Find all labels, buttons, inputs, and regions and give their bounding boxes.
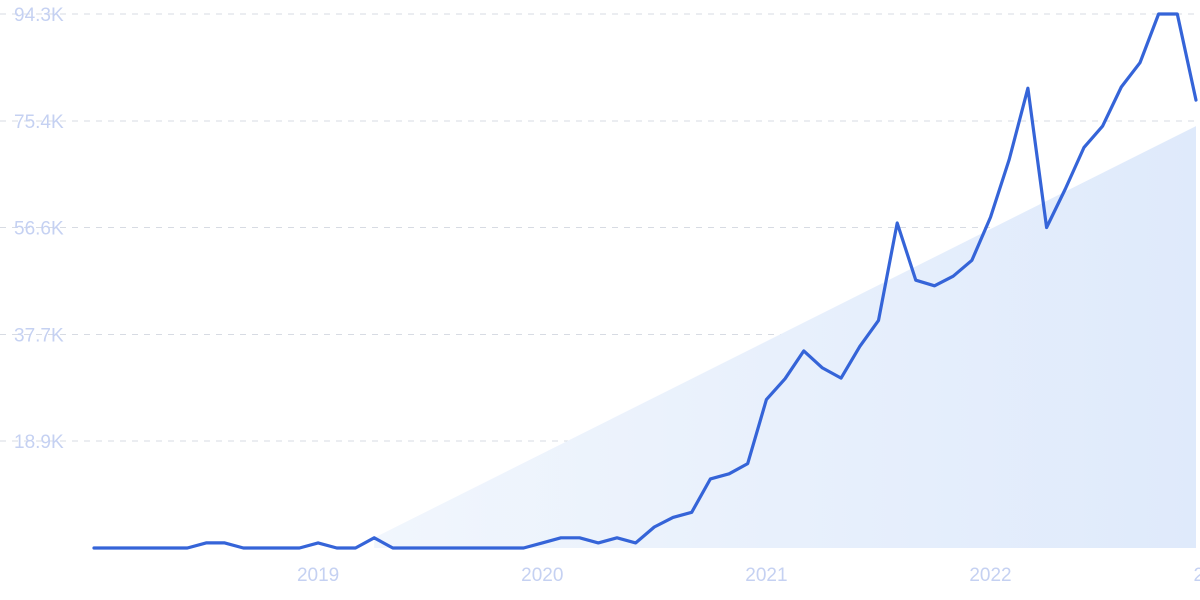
x-tick-label: 2022: [969, 565, 1011, 586]
data-point: [111, 546, 115, 550]
data-point: [428, 546, 432, 550]
y-tick-label: 37.7K: [14, 326, 64, 347]
data-point: [671, 515, 675, 519]
data-point: [951, 274, 955, 278]
data-point: [1138, 61, 1142, 65]
data-point: [1119, 85, 1123, 89]
data-point: [839, 376, 843, 380]
data-point: [279, 546, 283, 550]
data-point: [989, 215, 993, 219]
data-point: [484, 546, 488, 550]
y-tick-label: 18.9K: [14, 432, 64, 453]
data-point: [615, 536, 619, 540]
data-point: [148, 546, 152, 550]
data-point: [1045, 226, 1049, 230]
data-point: [372, 536, 376, 540]
data-point: [167, 546, 171, 550]
data-point: [466, 546, 470, 550]
data-point: [596, 541, 600, 545]
data-point: [223, 541, 227, 545]
trend-area: [374, 126, 1196, 548]
y-tick-label: 94.3K: [14, 5, 64, 26]
data-point: [185, 546, 189, 550]
series-line-layer: [92, 12, 1198, 550]
data-point: [578, 536, 582, 540]
data-point: [335, 546, 339, 550]
x-tick-label: 2023: [1194, 565, 1200, 586]
data-point: [204, 541, 208, 545]
x-tick-label: 2020: [521, 565, 563, 586]
data-point: [129, 546, 133, 550]
data-point: [634, 541, 638, 545]
data-point: [802, 349, 806, 353]
data-point: [690, 510, 694, 514]
y-axis: 94.3K 75.4K 56.6K 37.7K 18.9K: [14, 5, 64, 453]
data-point: [746, 462, 750, 466]
data-point: [354, 546, 358, 550]
data-point: [1101, 124, 1105, 128]
data-point: [895, 221, 899, 225]
y-tick-label: 75.4K: [14, 112, 64, 133]
data-point: [652, 525, 656, 529]
data-point: [1194, 98, 1198, 102]
data-point: [858, 344, 862, 348]
data-point: [298, 546, 302, 550]
data-point: [241, 546, 245, 550]
data-point: [1175, 12, 1179, 16]
data-point: [522, 546, 526, 550]
data-point: [783, 377, 787, 381]
data-point: [316, 541, 320, 545]
data-point: [410, 546, 414, 550]
data-point: [92, 546, 96, 550]
series-line: [92, 12, 1198, 550]
data-point: [559, 536, 563, 540]
x-tick-label: 2021: [745, 565, 787, 586]
data-point: [708, 477, 712, 481]
data-point: [1026, 86, 1030, 90]
data-point: [914, 278, 918, 282]
trend-area-shape: [374, 126, 1196, 548]
data-point: [540, 541, 544, 545]
data-point: [877, 318, 881, 322]
data-point: [391, 546, 395, 550]
data-point: [933, 284, 937, 288]
data-point: [1063, 187, 1067, 191]
y-tick-label: 56.6K: [14, 218, 64, 239]
data-point: [764, 398, 768, 402]
data-point: [1007, 158, 1011, 162]
data-point: [727, 472, 731, 476]
x-axis: 2019 2020 2021 2022 2023: [297, 565, 1200, 586]
data-point: [260, 546, 264, 550]
data-point: [970, 258, 974, 262]
data-point: [1157, 12, 1161, 16]
data-point: [447, 546, 451, 550]
data-point: [1082, 146, 1086, 150]
data-point: [820, 366, 824, 370]
x-tick-label: 2019: [297, 565, 339, 586]
data-point: [503, 546, 507, 550]
